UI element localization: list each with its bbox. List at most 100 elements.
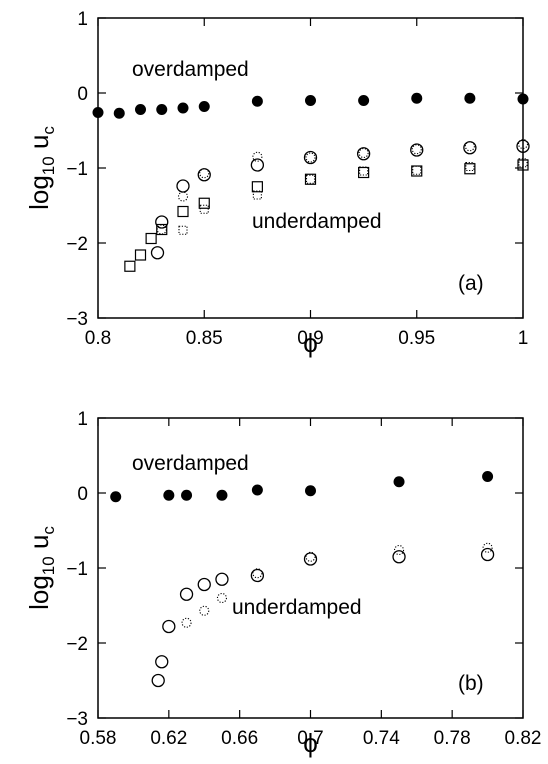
- point-open-square: [464, 163, 476, 175]
- annotation-underdamped: underdamped: [252, 210, 382, 233]
- point-open-square: [198, 197, 210, 209]
- point-filled-circle: [305, 95, 316, 106]
- x-tick-label: 0.62: [150, 728, 187, 749]
- x-axis-label: ϕ: [303, 328, 318, 358]
- y-tick-label: −1: [66, 559, 88, 580]
- point-dotted-circle: [199, 605, 210, 616]
- point-open-square: [134, 249, 147, 261]
- point-open-circle: [151, 673, 165, 688]
- y-tick-label: −1: [66, 159, 88, 180]
- panel-label: (a): [458, 272, 484, 295]
- x-tick-label: 0.78: [434, 728, 471, 749]
- point-dotted-square: [465, 161, 475, 172]
- annotation-overdamped: overdamped: [132, 452, 249, 475]
- point-dotted-square: [178, 225, 188, 235]
- point-open-circle: [155, 215, 169, 229]
- point-dotted-circle: [393, 544, 405, 556]
- y-label-var-sub: c: [39, 526, 58, 535]
- point-filled-circle: [358, 95, 370, 106]
- point-open-circle: [303, 552, 318, 566]
- point-dotted-circle: [517, 138, 529, 150]
- point-dotted-circle: [482, 542, 493, 553]
- point-filled-circle: [517, 93, 529, 105]
- x-tick-label: 0.82: [505, 728, 542, 749]
- y-axis-label: log10 uc: [24, 126, 58, 210]
- point-filled-circle: [464, 92, 476, 104]
- y-tick-label: −2: [66, 234, 88, 255]
- point-filled-circle: [181, 489, 193, 501]
- point-filled-circle: [163, 489, 175, 501]
- chart-panel-a: 0.8 0.85 0.9 0.95 1 −3 −2 −1 0 1 ϕ log10 uc overdamp…: [24, 9, 530, 358]
- point-filled-circle: [110, 491, 122, 503]
- annotation-underdamped: underdamped: [232, 596, 362, 619]
- point-open-circle: [179, 587, 194, 601]
- point-open-circle: [250, 568, 265, 583]
- x-tick-label: 0.85: [186, 328, 223, 349]
- point-dotted-circle: [305, 152, 316, 163]
- point-filled-circle: [251, 95, 263, 107]
- point-filled-circle: [305, 485, 316, 497]
- y-label-var-sub: c: [39, 126, 58, 135]
- point-open-square: [156, 223, 168, 236]
- point-dotted-circle: [216, 592, 228, 604]
- point-dotted-circle: [358, 147, 369, 159]
- point-open-square: [517, 159, 529, 171]
- panel-label: (b): [458, 672, 484, 695]
- point-dotted-square: [359, 166, 369, 176]
- x-tick-label: 0.7: [297, 728, 323, 749]
- point-open-square: [145, 232, 157, 245]
- y-label-base: 10: [39, 156, 58, 175]
- point-filled-circle: [216, 489, 228, 501]
- point-dotted-circle: [252, 568, 263, 579]
- point-dotted-square: [305, 174, 316, 184]
- point-filled-circle: [156, 104, 168, 115]
- y-tick-label: 0: [77, 484, 88, 505]
- point-open-circle: [392, 550, 406, 564]
- point-filled-circle: [113, 107, 125, 119]
- point-open-square: [251, 181, 263, 193]
- point-open-circle: [155, 655, 169, 669]
- x-tick-label: 0.66: [221, 728, 258, 749]
- point-filled-circle: [198, 101, 210, 112]
- y-label-base: 10: [39, 556, 58, 575]
- point-open-square: [177, 205, 189, 218]
- point-filled-circle: [177, 102, 189, 114]
- point-open-square: [304, 173, 317, 185]
- point-dotted-circle: [252, 151, 263, 162]
- point-dotted-circle: [464, 141, 475, 152]
- point-dotted-circle: [199, 168, 210, 179]
- y-label-var: u: [24, 135, 54, 157]
- point-dotted-circle: [305, 551, 316, 562]
- y-label-var: u: [24, 535, 54, 557]
- y-tick-label: 0: [77, 84, 88, 105]
- point-open-circle: [197, 577, 211, 592]
- x-tick-label: 0.9: [297, 328, 323, 349]
- y-tick-label: 1: [77, 9, 88, 30]
- point-dotted-square: [412, 165, 422, 175]
- y-tick-label: 1: [77, 409, 88, 430]
- point-dotted-square: [518, 158, 528, 168]
- point-open-circle: [150, 246, 165, 260]
- chart-panel-b: 0.58 0.62 0.66 0.7 0.74 0.78 0.82 −3 −2 −1 0 1 ϕ log1…: [24, 409, 541, 758]
- point-filled-circle: [482, 471, 494, 482]
- x-tick-label: 0.58: [80, 728, 117, 749]
- point-dotted-square: [252, 190, 262, 200]
- point-dotted-circle: [411, 144, 422, 155]
- point-filled-circle: [251, 484, 263, 496]
- y-label-log: log: [24, 575, 54, 610]
- point-open-circle: [356, 147, 371, 161]
- point-open-circle: [516, 139, 530, 153]
- point-open-circle: [215, 572, 229, 586]
- y-tick-label: −2: [66, 634, 88, 655]
- point-open-circle: [480, 547, 495, 562]
- point-dotted-square: [199, 204, 209, 214]
- x-axis-label: ϕ: [303, 728, 318, 758]
- point-dotted-circle: [177, 191, 189, 202]
- annotation-overdamped: overdamped: [132, 58, 249, 81]
- point-open-circle: [176, 179, 190, 193]
- point-filled-circle: [135, 104, 146, 115]
- y-axis-label: log10 uc: [24, 526, 58, 610]
- point-filled-circle: [92, 107, 104, 118]
- y-tick-label: −3: [66, 309, 88, 330]
